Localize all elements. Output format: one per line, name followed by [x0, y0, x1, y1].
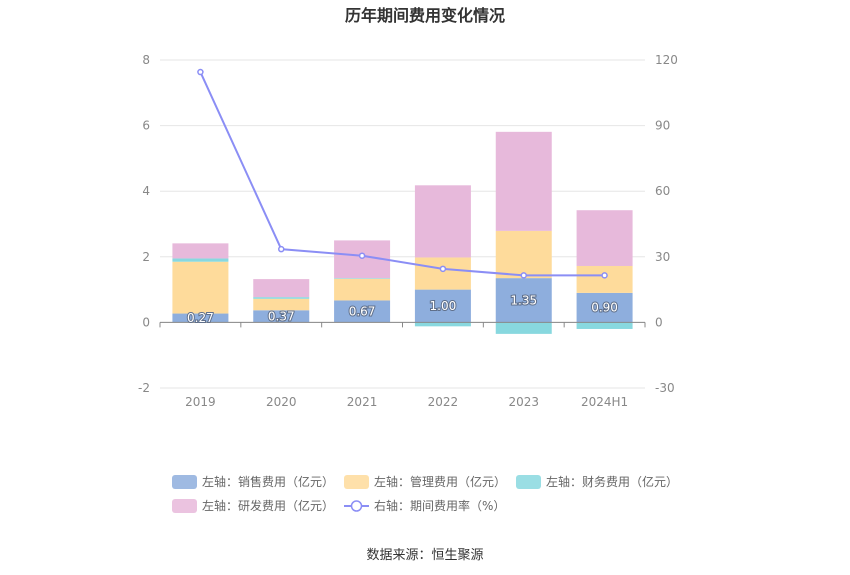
legend-label: 左轴：研发费用（亿元）	[202, 498, 334, 513]
legend-label: 左轴：财务费用（亿元）	[546, 474, 678, 489]
legend-line-marker	[350, 500, 363, 512]
bar-segment	[495, 131, 552, 231]
data-label: 0.67	[349, 304, 376, 318]
data-label: 0.37	[268, 309, 295, 323]
x-tick-label: 2021	[347, 395, 378, 409]
right-tick-label: 90	[655, 119, 670, 133]
data-labels: 0.27 0.37 0.67 1.00 1.35 0.90	[186, 292, 619, 326]
bar-segment	[172, 243, 229, 259]
legend-swatch	[344, 475, 369, 489]
rate-point	[601, 272, 608, 279]
bar-segment	[495, 322, 552, 334]
left-tick-label: 2	[142, 250, 150, 264]
legend-label: 左轴：销售费用（亿元）	[202, 474, 334, 489]
x-tick-label: 2022	[428, 395, 459, 409]
bar-segment	[495, 230, 552, 279]
rate-point	[197, 68, 204, 76]
bar-segment	[414, 322, 471, 327]
bar-segment	[576, 210, 633, 266]
x-tick-label: 2019	[185, 395, 216, 409]
bar-segment	[172, 258, 229, 262]
left-tick-label: -2	[138, 381, 150, 395]
rate-polyline	[199, 71, 605, 277]
left-tick-label: 0	[142, 315, 150, 329]
right-tick-label: 0	[655, 315, 663, 329]
bar-segment	[414, 289, 471, 323]
right-tick-label: 30	[655, 250, 670, 264]
bar-segment	[253, 279, 310, 298]
left-tick-label: 8	[142, 53, 150, 67]
x-tick-label: 2024H1	[581, 395, 628, 409]
grid	[160, 59, 645, 389]
bar-segment	[253, 298, 310, 311]
chart-title: 历年期间费用变化情况	[345, 6, 505, 25]
x-tick-label: 2020	[266, 395, 297, 409]
bar-segment	[576, 322, 633, 329]
legend: 左轴：销售费用（亿元） 左轴：管理费用（亿元） 左轴：财务费用（亿元） 左轴：研发费用…	[172, 474, 678, 513]
bar-segment	[253, 310, 310, 323]
data-label: 0.27	[187, 311, 214, 325]
rate-point	[520, 272, 527, 279]
bar-segment	[576, 292, 633, 323]
legend-swatch	[172, 475, 197, 489]
left-axis: -2 0 2 4 6 8	[138, 53, 150, 395]
right-tick-label: 120	[655, 53, 678, 67]
data-label: 1.00	[430, 299, 457, 313]
bar-segment	[414, 185, 471, 258]
left-tick-label: 6	[142, 119, 150, 133]
bar-segment	[253, 297, 310, 299]
right-axis: -30 0 30 60 90 120	[655, 53, 678, 395]
right-tick-label: 60	[655, 184, 670, 198]
bar-segment	[172, 261, 229, 314]
data-label: 1.35	[510, 293, 537, 307]
rate-point	[439, 265, 447, 273]
left-tick-label: 4	[142, 184, 150, 198]
legend-swatch	[516, 475, 541, 489]
rate-point	[358, 252, 366, 259]
data-source: 数据来源：恒生聚源	[366, 548, 483, 563]
bar-segment	[172, 313, 229, 323]
bar-segment	[576, 265, 633, 293]
bar-segment	[334, 278, 391, 301]
legend-swatch	[172, 499, 197, 513]
legend-label: 右轴：期间费用率（%）	[374, 498, 505, 513]
bars	[172, 131, 633, 334]
data-label: 0.90	[591, 301, 618, 315]
x-axis: 2019 2020 2021 2022 2023 2024H1	[159, 322, 646, 409]
bar-segment	[414, 257, 471, 290]
x-tick-label: 2023	[508, 395, 539, 409]
right-tick-label: -30	[655, 381, 675, 395]
bar-segment	[334, 278, 391, 279]
rate-line	[197, 68, 608, 279]
bar-segment	[495, 278, 552, 323]
bar-segment	[334, 300, 391, 323]
legend-label: 左轴：管理费用（亿元）	[374, 474, 506, 489]
rate-point	[278, 245, 285, 253]
